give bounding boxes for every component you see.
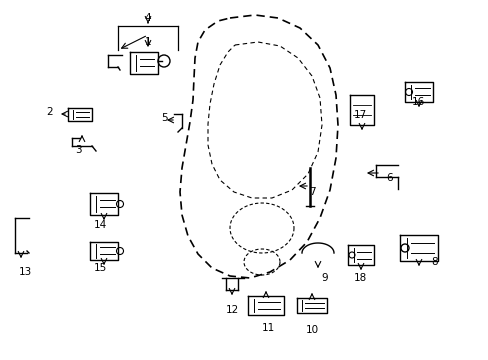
Text: 4: 4 <box>144 13 151 23</box>
Text: 16: 16 <box>410 97 424 107</box>
Text: 7: 7 <box>308 187 315 197</box>
Text: 5: 5 <box>162 113 168 123</box>
Text: 11: 11 <box>261 323 274 333</box>
Text: 15: 15 <box>93 263 106 273</box>
Text: 17: 17 <box>353 110 366 120</box>
Text: 13: 13 <box>19 267 32 277</box>
Text: 14: 14 <box>93 220 106 230</box>
Text: 8: 8 <box>431 257 437 267</box>
Text: 3: 3 <box>75 145 81 155</box>
Text: 2: 2 <box>46 107 53 117</box>
Text: 9: 9 <box>321 273 327 283</box>
Text: 10: 10 <box>305 325 318 335</box>
Text: 18: 18 <box>353 273 366 283</box>
Text: 6: 6 <box>386 173 392 183</box>
Text: 12: 12 <box>225 305 238 315</box>
Text: 1: 1 <box>144 37 151 47</box>
